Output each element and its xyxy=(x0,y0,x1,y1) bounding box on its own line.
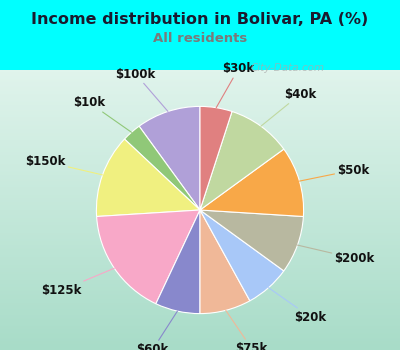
Text: City-Data.com: City-Data.com xyxy=(251,63,325,73)
Wedge shape xyxy=(200,111,284,210)
Wedge shape xyxy=(200,210,250,314)
Text: All residents: All residents xyxy=(153,32,247,45)
Wedge shape xyxy=(139,106,200,210)
Text: $30k: $30k xyxy=(216,62,254,108)
Text: $60k: $60k xyxy=(136,311,178,350)
Wedge shape xyxy=(124,126,200,210)
Wedge shape xyxy=(156,210,200,314)
Wedge shape xyxy=(200,210,303,271)
Wedge shape xyxy=(96,139,200,217)
Text: $75k: $75k xyxy=(226,310,268,350)
Text: $20k: $20k xyxy=(268,288,327,324)
Text: $100k: $100k xyxy=(116,68,168,111)
Text: $40k: $40k xyxy=(261,88,316,126)
Text: $125k: $125k xyxy=(41,268,114,297)
Text: $10k: $10k xyxy=(73,96,132,132)
Text: $50k: $50k xyxy=(300,163,370,181)
Text: $200k: $200k xyxy=(298,245,375,265)
Text: $150k: $150k xyxy=(25,155,102,175)
Wedge shape xyxy=(200,106,232,210)
Wedge shape xyxy=(200,149,304,217)
Wedge shape xyxy=(200,210,284,301)
Text: Income distribution in Bolivar, PA (%): Income distribution in Bolivar, PA (%) xyxy=(31,12,369,27)
Wedge shape xyxy=(97,210,200,304)
